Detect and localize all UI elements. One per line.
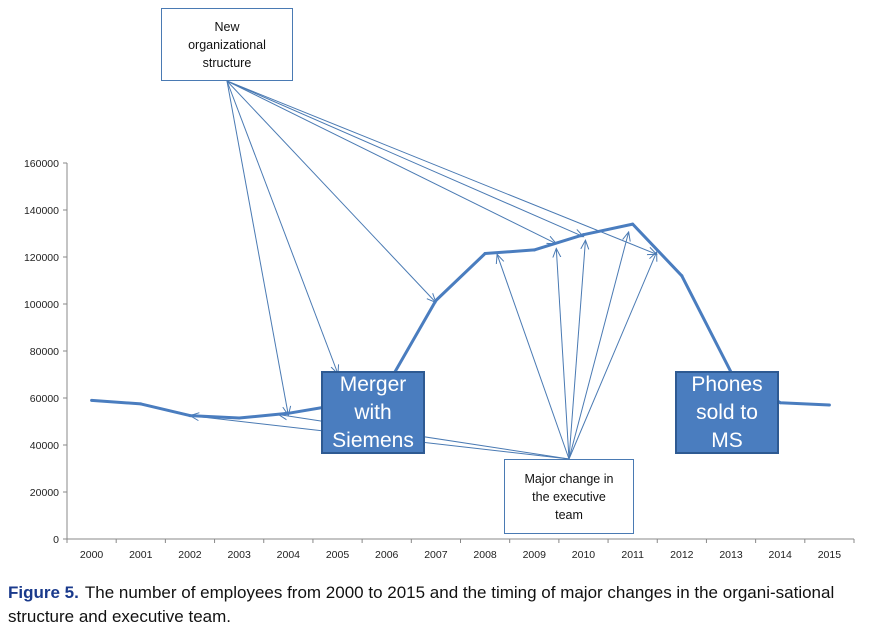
data-point [483, 251, 487, 255]
x-tick-label: 2015 [818, 549, 842, 561]
annotation-executive-change: Major change in the executive team [504, 459, 634, 534]
arrow-org-2007 [226, 80, 436, 302]
figure-caption: Figure 5. The number of employees from 20… [8, 581, 864, 629]
data-point [680, 274, 684, 278]
arrow-exec-2009 [556, 248, 570, 460]
data-point [286, 411, 290, 415]
x-tick-label: 2000 [80, 549, 104, 561]
annotation-merger-siemens: Merger with Siemens [321, 371, 425, 454]
annotation-line: Major change in [524, 471, 614, 486]
y-tick-label: 40000 [30, 440, 59, 452]
annotation-line: Siemens [332, 428, 414, 452]
arrow-org-2004 [226, 80, 288, 415]
annotation-line: New [214, 19, 240, 34]
arrow-org-2011 [226, 80, 657, 254]
data-point [532, 248, 536, 252]
x-tick-label: 2007 [424, 549, 448, 561]
annotation-line: sold to [696, 400, 758, 424]
annotation-new-org-structure: New organizational structure [161, 8, 293, 81]
x-tick-label: 2012 [670, 549, 694, 561]
x-tick-label: 2001 [129, 549, 153, 561]
x-tick-label: 2010 [572, 549, 596, 561]
y-tick-label: 100000 [24, 299, 59, 311]
caption-text: The number of employees from 2000 to 201… [8, 583, 835, 626]
axes [63, 162, 855, 543]
y-tick-label: 140000 [24, 205, 59, 217]
annotation-line: Merger [339, 372, 407, 396]
y-tick-label: 20000 [30, 487, 59, 499]
tick-labels: 0 20000 40000 60000 80000 100000 120000 140000 1… [24, 158, 841, 561]
x-tick-label: 2011 [621, 549, 644, 561]
data-point [827, 403, 831, 407]
arrow-org-2010 [226, 80, 583, 237]
arrow-exec-2011b [568, 252, 657, 460]
arrow-org-2009 [226, 80, 556, 244]
data-point [581, 233, 585, 237]
data-point [631, 222, 635, 226]
arrow-exec-2011 [568, 232, 629, 460]
data-point [188, 414, 192, 418]
y-tick-label: 60000 [30, 393, 59, 405]
x-tick-label: 2013 [719, 549, 743, 561]
y-tick-label: 120000 [24, 252, 59, 264]
annotation-line: with [354, 400, 392, 424]
x-tick-label: 2005 [326, 549, 350, 561]
annotation-line: Phones [691, 372, 763, 396]
annotation-line: organizational [188, 37, 266, 52]
data-point [139, 402, 143, 406]
y-tick-label: 0 [53, 534, 59, 546]
arrow-exec-2008 [497, 254, 570, 460]
annotation-line: the executive [532, 489, 606, 504]
y-tick-label: 80000 [30, 346, 59, 358]
x-tick-label: 2008 [473, 549, 497, 561]
x-tick-label: 2014 [769, 549, 793, 561]
annotation-line: team [555, 507, 583, 522]
series-line [91, 222, 830, 420]
x-tick-label: 2002 [178, 549, 202, 561]
x-tick-label: 2004 [277, 549, 301, 561]
annotation-phones-sold: Phones sold to MS [675, 371, 779, 454]
figure-label: Figure 5. [8, 583, 79, 602]
data-point [90, 398, 94, 402]
annotation-line: structure [202, 55, 252, 70]
employee-line-chart: 0 20000 40000 60000 80000 100000 120000 140000 1… [24, 80, 855, 561]
x-tick-label: 2003 [227, 549, 251, 561]
annotation-arrows [190, 80, 657, 460]
data-point [778, 401, 782, 405]
data-point [237, 416, 241, 420]
arrow-exec-2010 [568, 240, 585, 460]
annotation-line: MS [711, 428, 743, 452]
x-tick-label: 2006 [375, 549, 399, 561]
data-point [434, 298, 438, 302]
x-tick-label: 2009 [523, 549, 547, 561]
y-tick-label: 160000 [24, 158, 59, 170]
arrow-org-2005 [226, 80, 338, 374]
